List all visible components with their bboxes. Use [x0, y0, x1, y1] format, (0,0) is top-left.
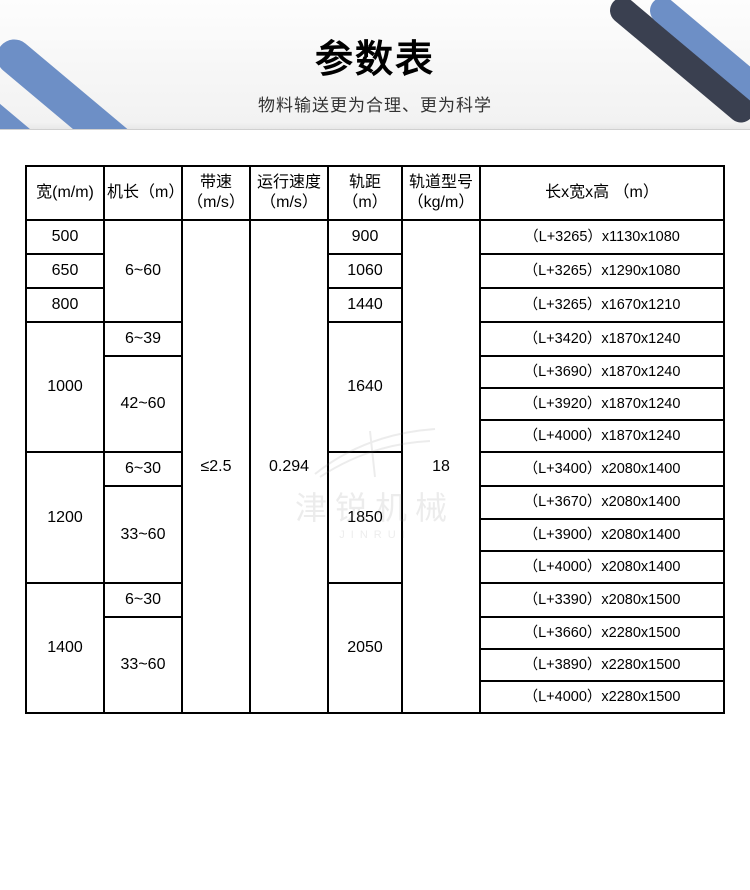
cell-length: 33~60	[104, 617, 182, 713]
cell-rail-model: 18	[402, 220, 480, 713]
parameter-table: 宽(m/m) 机长（m） 带速（m/s） 运行速度（m/s） 轨距（m） 轨道型…	[25, 165, 725, 714]
cell-gauge: 1850	[328, 452, 402, 582]
cell-dim: （L+3400）x2080x1400	[480, 452, 724, 486]
page-subtitle: 物料输送更为合理、更为科学	[0, 91, 750, 116]
cell-dim: （L+3920）x1870x1240	[480, 388, 724, 420]
cell-gauge: 900	[328, 220, 402, 254]
cell-dim: （L+4000）x1870x1240	[480, 420, 724, 452]
col-header: 宽(m/m)	[26, 166, 104, 220]
page-header: 参数表 物料输送更为合理、更为科学	[0, 0, 750, 130]
table-row: 1200 6~30 1850 （L+3400）x2080x1400	[26, 452, 724, 486]
cell-run-speed: 0.294	[250, 220, 328, 713]
cell-dim: （L+4000）x2280x1500	[480, 681, 724, 713]
cell-length: 6~60	[104, 220, 182, 322]
cell-dim: （L+3265）x1130x1080	[480, 220, 724, 254]
cell-dim: （L+3670）x2080x1400	[480, 486, 724, 518]
cell-length: 33~60	[104, 486, 182, 582]
cell-width: 1200	[26, 452, 104, 582]
col-header: 机长（m）	[104, 166, 182, 220]
cell-dim: （L+3890）x2280x1500	[480, 649, 724, 681]
table-row: 500 6~60 ≤2.5 0.294 900 18 （L+3265）x1130…	[26, 220, 724, 254]
cell-gauge: 1440	[328, 288, 402, 322]
cell-gauge: 1640	[328, 322, 402, 452]
cell-width: 1000	[26, 322, 104, 452]
cell-width: 800	[26, 288, 104, 322]
cell-dim: （L+3690）x1870x1240	[480, 356, 724, 388]
cell-dim: （L+3265）x1290x1080	[480, 254, 724, 288]
cell-gauge: 2050	[328, 583, 402, 713]
cell-width: 500	[26, 220, 104, 254]
cell-dim: （L+3900）x2080x1400	[480, 519, 724, 551]
table-row: 1400 6~30 2050 （L+3390）x2080x1500	[26, 583, 724, 617]
table-row: 1000 6~39 1640 （L+3420）x1870x1240	[26, 322, 724, 356]
cell-length: 6~39	[104, 322, 182, 356]
table-header-row: 宽(m/m) 机长（m） 带速（m/s） 运行速度（m/s） 轨距（m） 轨道型…	[26, 166, 724, 220]
cell-width: 1400	[26, 583, 104, 713]
cell-length: 6~30	[104, 452, 182, 486]
cell-belt-speed: ≤2.5	[182, 220, 250, 713]
cell-dim: （L+3265）x1670x1210	[480, 288, 724, 322]
table-container: 宽(m/m) 机长（m） 带速（m/s） 运行速度（m/s） 轨距（m） 轨道型…	[0, 130, 750, 734]
page-title: 参数表	[0, 0, 750, 83]
col-header: 运行速度（m/s）	[250, 166, 328, 220]
cell-length: 6~30	[104, 583, 182, 617]
col-header: 轨距（m）	[328, 166, 402, 220]
col-header: 轨道型号（kg/m）	[402, 166, 480, 220]
cell-width: 650	[26, 254, 104, 288]
col-header: 长x宽x高 （m）	[480, 166, 724, 220]
cell-dim: （L+3390）x2080x1500	[480, 583, 724, 617]
cell-gauge: 1060	[328, 254, 402, 288]
cell-dim: （L+3660）x2280x1500	[480, 617, 724, 649]
col-header: 带速（m/s）	[182, 166, 250, 220]
table-body: 500 6~60 ≤2.5 0.294 900 18 （L+3265）x1130…	[26, 220, 724, 713]
cell-length: 42~60	[104, 356, 182, 452]
cell-dim: （L+4000）x2080x1400	[480, 551, 724, 583]
cell-dim: （L+3420）x1870x1240	[480, 322, 724, 356]
